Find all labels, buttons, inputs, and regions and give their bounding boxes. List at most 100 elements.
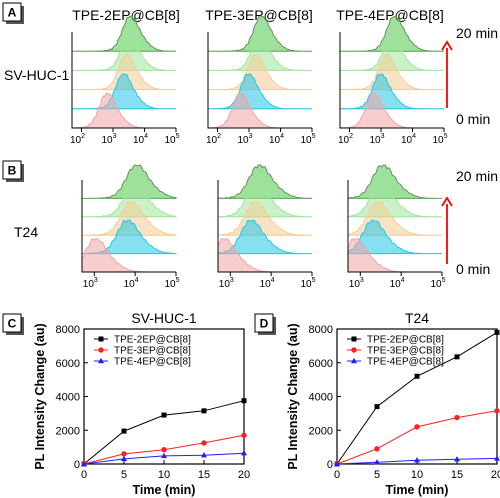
legend-marker (351, 357, 357, 364)
histogram-tick-label: 105 (432, 133, 447, 146)
line-chart-d: T24 0 2000 4000 6000 8000 0 5 10 15 20 Time (min) PL… (286, 310, 500, 497)
legend-marker (351, 347, 357, 353)
data-point (374, 404, 380, 410)
histogram-axis (339, 32, 444, 129)
x-tick-label: 15 (198, 469, 210, 481)
histogram-layer-15-min (217, 182, 312, 218)
y-tick-label: 4000 (309, 392, 333, 404)
panel-label-d: D (254, 313, 276, 335)
data-point (121, 455, 127, 462)
panel-label-box (2, 2, 22, 22)
data-point (201, 452, 207, 458)
data-point (454, 354, 460, 360)
legend-entry: TPE-4EP@CB[8] (367, 357, 444, 368)
histogram-axis (81, 180, 176, 273)
data-point (494, 329, 500, 335)
panel-letter: D (260, 317, 269, 331)
histogram-panel-A-3: 102 103 104 105 (338, 15, 448, 146)
column-title: TPE-4EP@CB[8] (336, 7, 444, 23)
y-tick-label: 0 (74, 459, 80, 471)
time-arrow: 20 min 0 min (441, 25, 498, 127)
legend: TPE-2EP@CB[8]TPE-3EP@CB[8]TPE-4EP@CB[8] (347, 335, 444, 368)
data-point (161, 446, 167, 453)
y-tick-label: 4000 (56, 392, 80, 404)
legend-marker (98, 357, 104, 364)
histogram-tick-label: 103 (237, 133, 252, 146)
line-chart-c: SV-HUC-1 0 2000 4000 6000 8000 0 5 10 15 20 Time (m… (33, 310, 250, 497)
histogram-axis (207, 32, 312, 129)
legend-entry: TPE-2EP@CB[8] (114, 335, 191, 346)
data-point (161, 452, 167, 459)
data-point (201, 408, 207, 414)
histogram-tick-label: 104 (401, 133, 416, 146)
x-tick-label: 0 (81, 469, 87, 481)
panel-label-c: C (2, 313, 24, 335)
legend-marker (98, 347, 104, 353)
x-tick-label: 20 (238, 469, 250, 481)
time-arrow-top-label: 20 min (456, 25, 498, 41)
data-point (241, 450, 247, 456)
panel-label-box (254, 313, 274, 333)
histogram-tick-label: 105 (300, 133, 315, 146)
histogram-tick-label: 102 (338, 133, 353, 146)
chart-title: T24 (405, 310, 429, 326)
time-arrow-head (441, 40, 453, 51)
data-point (494, 408, 500, 414)
data-point (454, 456, 460, 462)
legend-marker (98, 336, 104, 342)
histogram-tick-label: 105 (164, 277, 179, 290)
panel-label-b: B (2, 160, 24, 182)
histogram-tick-label: 104 (260, 277, 275, 290)
histogram-tick-label: 104 (269, 133, 284, 146)
legend-entry: TPE-4EP@CB[8] (114, 357, 191, 368)
row-label-svhuc1: SV-HUC-1 (4, 67, 70, 83)
x-tick-label: 0 (334, 469, 340, 481)
histogram-tick-label: 103 (101, 133, 116, 146)
data-point (201, 440, 207, 446)
panel-label-box (2, 313, 22, 333)
x-tick-label: 15 (451, 469, 463, 481)
y-tick-label: 8000 (56, 324, 80, 336)
histogram-layer-10-min (217, 201, 312, 236)
x-tick-label: 5 (374, 469, 380, 481)
panel-letter: C (8, 317, 17, 331)
x-tick-label: 10 (158, 469, 170, 481)
y-tick-label: 6000 (56, 358, 80, 370)
panel-label-box (2, 160, 22, 180)
column-title: TPE-3EP@CB[8] (205, 7, 313, 23)
y-tick-label: 2000 (56, 425, 80, 437)
histogram-layer-20-min (217, 164, 313, 199)
histogram-panel-A-2: 102 103 104 105 (206, 15, 316, 146)
data-point (374, 446, 380, 452)
histogram-tick-label: 105 (430, 277, 445, 290)
y-tick-label: 6000 (309, 358, 333, 370)
time-arrow-top-label: 20 min (456, 168, 498, 184)
histogram-tick-label: 103 (83, 277, 98, 290)
data-point (494, 455, 500, 461)
histogram-panel-A-1: 102 103 104 105 (70, 15, 180, 146)
x-tick-label: 5 (121, 469, 127, 481)
legend-entry: TPE-2EP@CB[8] (367, 335, 444, 346)
column-title: TPE-2EP@CB[8] (72, 7, 180, 23)
data-point (81, 460, 87, 467)
histogram-panel-B-1: 103 104 105 (81, 164, 180, 290)
time-arrow-head (441, 196, 453, 207)
data-point (241, 432, 247, 439)
data-point (241, 398, 247, 404)
legend-marker (351, 336, 357, 342)
row-label-t24: T24 (14, 224, 38, 240)
data-point (454, 414, 460, 421)
x-tick-label: 10 (411, 469, 423, 481)
histogram-tick-label: 105 (300, 277, 315, 290)
histogram-tick-label: 105 (164, 133, 179, 146)
x-tick-label: 20 (491, 469, 500, 481)
panel-label-a: A (2, 2, 24, 24)
histogram-layer-10-min (208, 54, 312, 91)
data-point (414, 457, 420, 463)
series-line-2 (336, 410, 498, 465)
time-arrow-bottom-label: 0 min (456, 261, 490, 277)
histogram-tick-label: 102 (206, 133, 221, 146)
histogram-panel-B-3: 103 104 105 (347, 164, 446, 290)
histogram-tick-label: 103 (219, 277, 234, 290)
